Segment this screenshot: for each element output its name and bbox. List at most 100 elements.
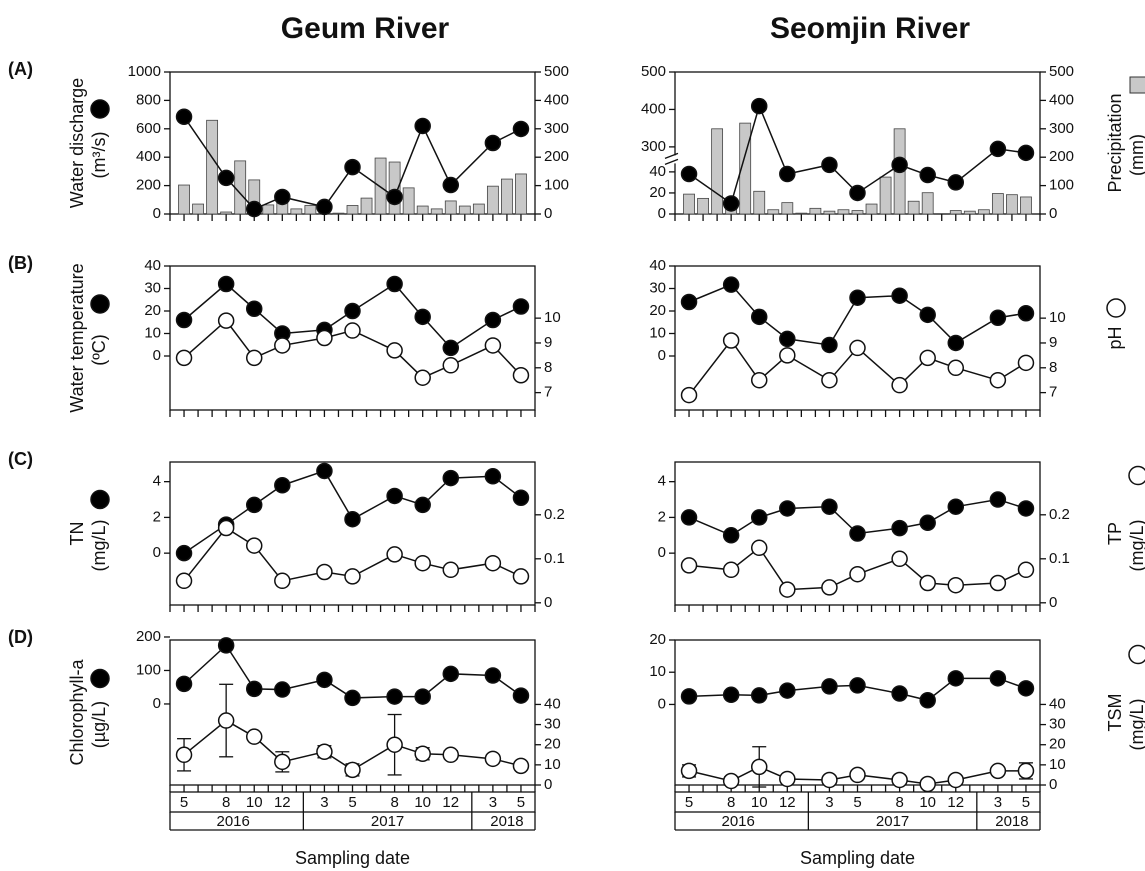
data-point <box>919 514 936 532</box>
data-point <box>245 496 263 514</box>
data-point <box>680 386 698 404</box>
bar <box>795 212 808 215</box>
y2-tick-label: 40 <box>1049 695 1066 712</box>
data-point <box>947 670 965 687</box>
month-label: 12 <box>274 794 291 811</box>
data-point <box>722 332 740 349</box>
bar <box>697 197 709 215</box>
data-point <box>274 572 291 590</box>
bar <box>1020 196 1032 215</box>
y2-tick-label: 8 <box>1049 359 1057 376</box>
month-label: 3 <box>825 794 833 811</box>
bar <box>472 203 485 215</box>
month-label: 12 <box>779 794 796 811</box>
y2-tick-label: 400 <box>544 91 569 108</box>
axis-label: Water temperature <box>67 263 87 412</box>
data-point <box>1017 680 1035 697</box>
month-label: 10 <box>919 794 936 811</box>
y2-tick-label: 400 <box>1049 91 1074 108</box>
legend-symbol <box>1129 76 1145 94</box>
data-point <box>989 762 1007 780</box>
y-tick-label: 500 <box>641 63 666 80</box>
panel-label: (B) <box>8 253 33 273</box>
data-point <box>722 195 740 212</box>
data-point <box>442 339 460 357</box>
bar <box>823 210 836 215</box>
data-point <box>891 376 908 394</box>
data-point <box>344 568 361 585</box>
data-point <box>512 757 530 775</box>
y-tick-label: 10 <box>144 324 161 341</box>
axis-label: Precipitation <box>1105 93 1125 192</box>
data-point <box>680 557 698 574</box>
data-point <box>512 489 530 506</box>
data-point <box>821 156 838 174</box>
month-label: 12 <box>442 794 459 811</box>
data-point <box>919 349 936 367</box>
data-point <box>919 574 936 592</box>
bar <box>262 204 275 215</box>
data-point <box>245 680 263 698</box>
y-tick-label: 4 <box>658 473 666 490</box>
data-point <box>849 677 866 694</box>
data-point <box>442 469 460 487</box>
data-point <box>175 746 193 764</box>
axis-break <box>664 158 679 165</box>
axis-label: pH <box>1105 326 1125 349</box>
data-point <box>989 371 1007 389</box>
year-label: 2018 <box>490 813 523 830</box>
data-point <box>821 371 838 389</box>
bar <box>851 210 864 215</box>
data-point <box>316 198 333 216</box>
data-point <box>245 200 263 218</box>
data-point <box>386 546 403 563</box>
y2-tick-label: 40 <box>544 695 561 712</box>
data-point <box>750 758 768 776</box>
data-point <box>821 579 838 596</box>
data-point <box>274 681 291 698</box>
data-point <box>919 166 936 184</box>
data-point <box>217 519 235 537</box>
data-point <box>919 306 936 324</box>
bar <box>921 192 934 215</box>
y-tick-label: 20 <box>649 302 666 319</box>
data-point <box>344 322 361 339</box>
data-point <box>947 576 965 594</box>
data-point <box>245 728 263 745</box>
data-point <box>414 496 431 514</box>
month-label: 3 <box>320 794 328 811</box>
bar <box>977 209 990 215</box>
data-point <box>750 539 768 557</box>
data-point <box>442 746 460 764</box>
data-point <box>849 339 866 357</box>
data-point <box>891 550 908 568</box>
year-label: 2017 <box>371 813 404 830</box>
bar <box>711 128 724 215</box>
data-point <box>386 688 403 705</box>
data-point <box>891 771 908 789</box>
y2-tick-label: 200 <box>544 148 569 165</box>
data-point <box>414 688 431 705</box>
bar <box>360 197 373 215</box>
data-point <box>484 750 502 768</box>
data-point <box>484 667 502 684</box>
date-box <box>674 791 1041 813</box>
month-label: 8 <box>895 794 903 811</box>
legend-symbol <box>90 294 110 314</box>
data-point <box>217 312 235 329</box>
data-point <box>680 688 698 705</box>
y-tick-label: 0 <box>658 695 666 712</box>
year-label: 2017 <box>876 813 909 830</box>
month-label: 8 <box>727 794 735 811</box>
data-point <box>217 712 235 729</box>
month-label: 10 <box>751 794 768 811</box>
bar <box>486 185 499 215</box>
data-point <box>947 174 965 191</box>
data-point <box>512 120 530 138</box>
y-tick-label: 0 <box>658 544 666 561</box>
y2-tick-label: 100 <box>544 177 569 194</box>
bar <box>444 200 457 215</box>
data-point <box>919 692 936 709</box>
y2-tick-label: 100 <box>1049 177 1074 194</box>
month-label: 8 <box>222 794 230 811</box>
